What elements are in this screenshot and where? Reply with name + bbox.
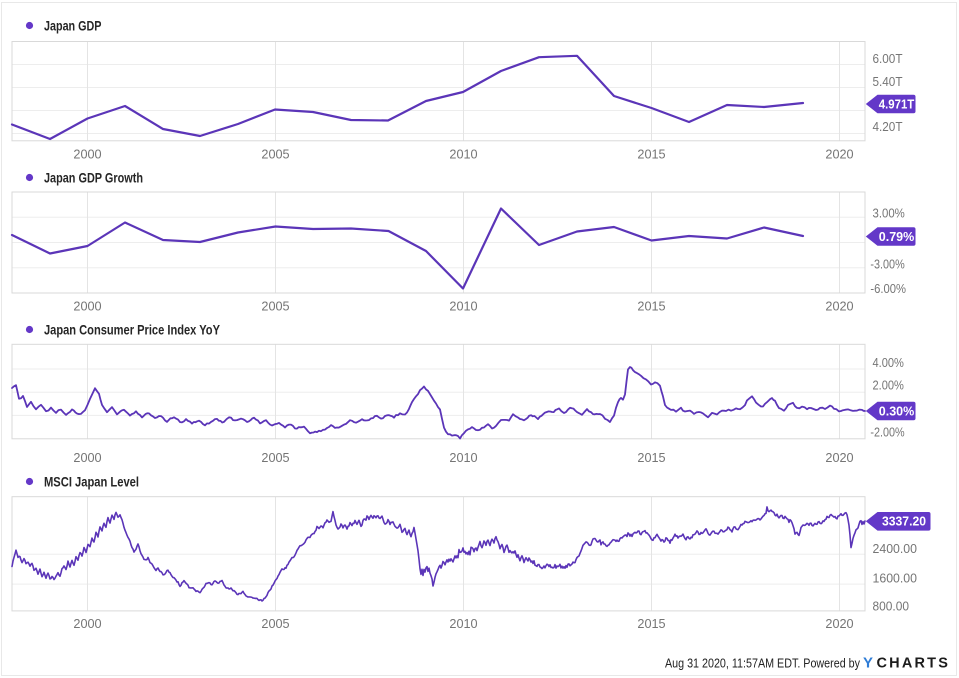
svg-text:2015: 2015 [637,450,665,465]
svg-text:MSCI Japan Level: MSCI Japan Level [44,474,139,490]
svg-text:800.00: 800.00 [873,600,910,614]
svg-text:Japan Consumer Price Index YoY: Japan Consumer Price Index YoY [44,322,221,338]
svg-text:2015: 2015 [637,146,665,161]
svg-text:2010: 2010 [449,616,477,631]
svg-text:2015: 2015 [637,299,665,314]
svg-text:Japan GDP: Japan GDP [44,18,102,34]
svg-text:0.30%: 0.30% [879,404,915,418]
svg-text:2010: 2010 [449,450,477,465]
svg-text:Y: Y [863,655,873,672]
svg-text:2015: 2015 [637,616,665,631]
svg-text:2000: 2000 [73,616,101,631]
svg-text:-6.00%: -6.00% [870,282,906,296]
svg-text:4.971T: 4.971T [879,97,915,111]
svg-text:2005: 2005 [261,616,289,631]
svg-text:2005: 2005 [261,146,289,161]
svg-text:0.79%: 0.79% [879,230,915,244]
svg-text:4.20T: 4.20T [873,120,903,134]
svg-text:-2.00%: -2.00% [870,425,904,439]
svg-text:2.00%: 2.00% [873,378,904,392]
svg-text:Aug 31 2020, 11:57AM EDT. Powe: Aug 31 2020, 11:57AM EDT. Powered by [665,656,860,671]
svg-text:3.00%: 3.00% [873,206,905,220]
svg-text:2005: 2005 [261,450,289,465]
svg-text:Japan GDP Growth: Japan GDP Growth [44,170,143,186]
svg-text:2020: 2020 [825,299,853,314]
svg-text:2010: 2010 [449,299,477,314]
svg-text:2020: 2020 [825,450,853,465]
svg-text:3337.20: 3337.20 [882,515,926,529]
svg-text:2020: 2020 [825,146,853,161]
svg-text:5.40T: 5.40T [873,75,903,89]
svg-text:2010: 2010 [449,146,477,161]
svg-text:2020: 2020 [825,616,853,631]
svg-text:2000: 2000 [73,450,101,465]
svg-text:-3.00%: -3.00% [870,257,904,271]
svg-text:6.00T: 6.00T [873,52,903,66]
svg-text:2005: 2005 [261,299,289,314]
svg-text:2000: 2000 [73,146,101,161]
svg-text:CHARTS: CHARTS [877,656,951,672]
svg-text:2400.00: 2400.00 [873,542,918,556]
svg-text:4.00%: 4.00% [873,356,904,370]
svg-text:2000: 2000 [73,299,101,314]
svg-text:1600.00: 1600.00 [873,572,918,586]
